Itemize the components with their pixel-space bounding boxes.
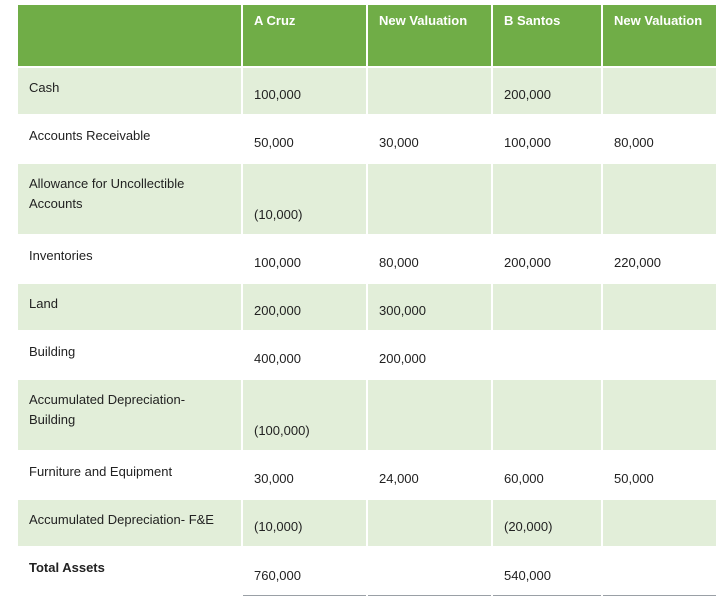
- table-row: Accumulated Depreciation- F&E (10,000) (…: [16, 498, 718, 548]
- cruz-value: (10,000): [241, 162, 368, 236]
- santos-value: 60,000: [491, 450, 603, 500]
- cruz-value: (10,000): [241, 498, 368, 548]
- row-label: Accumulated Depreciation-Building: [16, 378, 243, 452]
- cruz-new-value: [366, 162, 493, 236]
- santos-value: (20,000): [491, 498, 603, 548]
- santos-value: [491, 330, 603, 380]
- table-row: Cash 100,000 200,000: [16, 66, 718, 116]
- cruz-new-value: 24,000: [366, 450, 493, 500]
- cruz-value: 100,000: [241, 234, 368, 284]
- assets-comparison-table: A Cruz New Valuation B Santos New Valuat…: [16, 3, 718, 596]
- cruz-new-value: 80,000: [366, 234, 493, 284]
- santos-new-value: 50,000: [601, 450, 718, 500]
- header-row: A Cruz New Valuation B Santos New Valuat…: [16, 3, 718, 68]
- santos-value: [491, 378, 603, 452]
- cruz-value: 50,000: [241, 114, 368, 164]
- santos-new-value: [601, 378, 718, 452]
- cruz-value: 400,000: [241, 330, 368, 380]
- santos-new-value: 220,000: [601, 234, 718, 284]
- row-label: Accumulated Depreciation- F&E: [16, 498, 243, 548]
- total-label: Total Assets: [16, 546, 243, 596]
- total-santos-new-value: [601, 546, 718, 596]
- header-cell-empty: [16, 3, 243, 68]
- cruz-new-value: 300,000: [366, 282, 493, 332]
- santos-new-value: 80,000: [601, 114, 718, 164]
- cruz-new-value: [366, 498, 493, 548]
- cruz-value: 100,000: [241, 66, 368, 116]
- header-santos-new-valuation: New Valuation: [601, 3, 718, 68]
- santos-new-value: [601, 282, 718, 332]
- santos-new-value: [601, 498, 718, 548]
- santos-new-value: [601, 66, 718, 116]
- row-label: Furniture and Equipment: [16, 450, 243, 500]
- cruz-value: 30,000: [241, 450, 368, 500]
- santos-value: [491, 162, 603, 236]
- cruz-value: (100,000): [241, 378, 368, 452]
- total-santos-value: 540,000: [491, 546, 603, 596]
- header-b-santos: B Santos: [491, 3, 603, 68]
- santos-new-value: [601, 162, 718, 236]
- row-label: Inventories: [16, 234, 243, 284]
- table-row: Allowance for Uncollectible Accounts (10…: [16, 162, 718, 236]
- row-label: Cash: [16, 66, 243, 116]
- table-row: Accumulated Depreciation-Building (100,0…: [16, 378, 718, 452]
- table-row: Accounts Receivable 50,000 30,000 100,00…: [16, 114, 718, 164]
- cruz-new-value: 200,000: [366, 330, 493, 380]
- total-row: Total Assets 760,000 540,000: [16, 546, 718, 596]
- table-row: Furniture and Equipment 30,000 24,000 60…: [16, 450, 718, 500]
- santos-value: 200,000: [491, 234, 603, 284]
- row-label: Allowance for Uncollectible Accounts: [16, 162, 243, 236]
- table-row: Building 400,000 200,000: [16, 330, 718, 380]
- santos-value: 200,000: [491, 66, 603, 116]
- cruz-value: 200,000: [241, 282, 368, 332]
- table-row: Inventories 100,000 80,000 200,000 220,0…: [16, 234, 718, 284]
- cruz-new-value: 30,000: [366, 114, 493, 164]
- santos-value: 100,000: [491, 114, 603, 164]
- row-label: Land: [16, 282, 243, 332]
- table-row: Land 200,000 300,000: [16, 282, 718, 332]
- cruz-new-value: [366, 66, 493, 116]
- cruz-new-value: [366, 378, 493, 452]
- santos-new-value: [601, 330, 718, 380]
- total-cruz-value: 760,000: [241, 546, 368, 596]
- header-a-cruz: A Cruz: [241, 3, 368, 68]
- total-cruz-new-value: [366, 546, 493, 596]
- row-label: Building: [16, 330, 243, 380]
- header-cruz-new-valuation: New Valuation: [366, 3, 493, 68]
- santos-value: [491, 282, 603, 332]
- row-label: Accounts Receivable: [16, 114, 243, 164]
